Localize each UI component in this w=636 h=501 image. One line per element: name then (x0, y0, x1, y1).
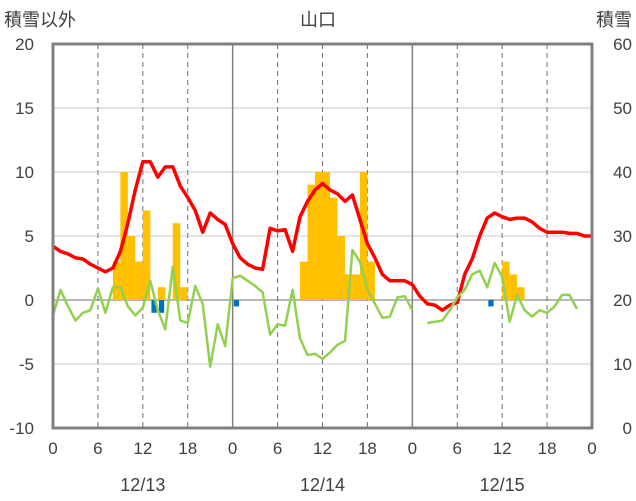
plot-frame (51, 42, 594, 430)
right-axis-label: 積雪 (596, 10, 632, 30)
snowfall-bar (352, 274, 360, 300)
y-left-tick: 15 (15, 99, 34, 118)
snowfall-bar (367, 261, 375, 300)
date-label: 12/15 (480, 475, 525, 495)
date-label: 12/14 (300, 475, 345, 495)
snowfall-bar (502, 261, 510, 300)
y-left-tick: -5 (19, 355, 34, 374)
y-left-tick: -10 (9, 419, 34, 438)
x-tick: 18 (178, 439, 197, 458)
grid-layer (53, 44, 592, 428)
chart-title: 山口 (300, 10, 336, 30)
y-left-tick: 5 (25, 227, 34, 246)
snowfall-bar (135, 261, 143, 300)
x-tick: 12 (133, 439, 152, 458)
precip-bar (158, 300, 165, 313)
snowfall-bar (517, 287, 525, 300)
precip-bar (151, 300, 157, 313)
x-tick: 12 (493, 439, 512, 458)
x-tick: 6 (273, 439, 282, 458)
x-tick: 6 (453, 439, 462, 458)
snowfall-bar (112, 261, 121, 300)
snowfall-bar (329, 197, 338, 300)
y-right-tick: 0 (623, 419, 632, 438)
y-right-tick: 60 (613, 35, 632, 54)
x-tick: 18 (538, 439, 557, 458)
snowfall-bar (322, 172, 330, 300)
y-left-tick: 10 (15, 163, 34, 182)
x-tick: 0 (408, 439, 417, 458)
snowfall-bar (307, 184, 316, 300)
snowfall-bar (509, 274, 518, 300)
precip-bar (488, 300, 494, 307)
x-tick: 0 (228, 439, 237, 458)
snowfall-bar (172, 223, 181, 300)
y-right-tick: 10 (613, 355, 632, 374)
snowfall-bar (142, 210, 151, 300)
y-right-tick: 40 (613, 163, 632, 182)
x-tick: 0 (48, 439, 57, 458)
series-line-1 (51, 248, 579, 368)
left-axis-label: 積雪以外 (4, 10, 76, 30)
x-tick: 0 (587, 439, 596, 458)
snowfall-bar (337, 236, 345, 300)
snowfall-bar (180, 287, 188, 300)
precip-bar (233, 300, 240, 307)
y-right-tick: 50 (613, 99, 632, 118)
snowfall-bar (300, 261, 308, 300)
snowfall-bar (127, 236, 136, 300)
y-left-tick: 0 (25, 291, 34, 310)
date-label: 12/13 (120, 475, 165, 495)
y-left-tick: 20 (15, 35, 34, 54)
x-tick: 18 (358, 439, 377, 458)
x-tick: 12 (313, 439, 332, 458)
series-line-0 (52, 160, 592, 312)
snowfall-bar (315, 172, 323, 300)
y-right-tick: 30 (613, 227, 632, 246)
snowfall-bar (157, 287, 166, 300)
y-right-tick: 20 (613, 291, 632, 310)
x-tick: 6 (93, 439, 102, 458)
plot-border (51, 42, 594, 430)
